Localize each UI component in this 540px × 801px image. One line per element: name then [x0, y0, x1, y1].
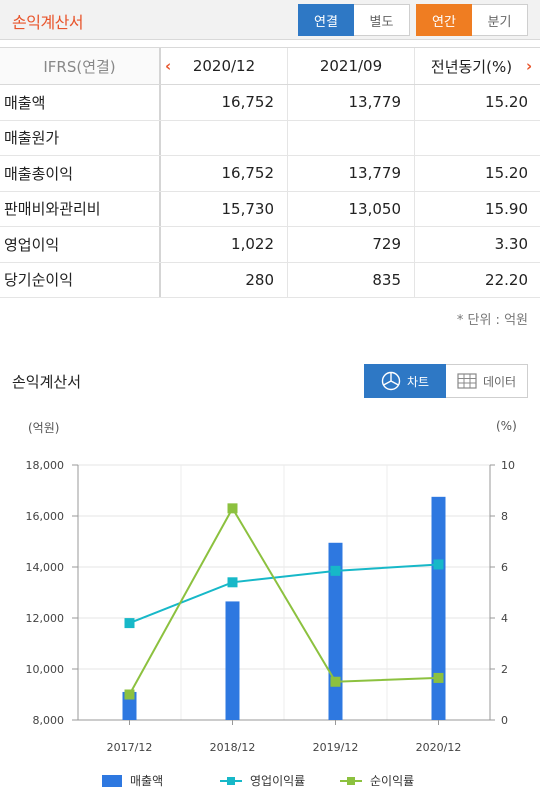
chart-section-title: 손익계산서 [12, 373, 82, 391]
row-label: 판매비와관리비 [0, 191, 161, 226]
legend-item-revenue[interactable]: 매출액 [102, 772, 163, 789]
row-label: 매출총이익 [0, 156, 161, 191]
table-row: 판매비와관리비 15,730 13,050 15.90 [0, 191, 540, 227]
data-view-button[interactable]: 데이터 [446, 364, 528, 398]
corner-label: IFRS(연결) [0, 48, 161, 84]
left-axis-unit: (억원) [28, 421, 60, 435]
table-row: 영업이익 1,022 729 3.30 [0, 227, 540, 263]
table-row: 매출총이익 16,752 13,779 15.20 [0, 156, 540, 192]
table-cell: 835 [288, 262, 415, 297]
annual-button[interactable]: 연간 [416, 4, 472, 36]
income-statement-table: IFRS(연결) 2020/12 2021/09 전년동기(%) ‹ › 매출액… [0, 47, 540, 298]
table-row: 매출액 16,752 13,779 15.20 [0, 85, 540, 121]
table-row: 매출원가 [0, 120, 540, 156]
consolidation-toggle: 연결 별도 [298, 4, 410, 36]
op-margin-point [330, 565, 341, 576]
revenue-bar [225, 601, 240, 720]
legend-item-op-margin[interactable]: 영업이익률 [220, 772, 305, 789]
unit-note: * 단위 : 억원 [456, 313, 528, 328]
y-left-tick-label: 18,000 [26, 459, 65, 472]
table-icon [457, 373, 477, 389]
x-tick-label: 2019/12 [313, 741, 359, 754]
chart-view-label: 차트 [406, 374, 430, 389]
table-cell: 15.90 [485, 199, 528, 218]
table-cell: 16,752 [161, 156, 288, 191]
legend-label: 매출액 [130, 774, 164, 788]
x-tick-label: 2020/12 [416, 741, 462, 754]
income-chart: 8,000 10,000 12,000 14,000 16,000 18,000 0 2 4 6 8… [26, 459, 516, 754]
row-label: 당기순이익 [0, 262, 161, 297]
page-title: 손익계산서 [12, 13, 84, 32]
op-margin-point [433, 559, 444, 570]
table-cell: 13,779 [288, 85, 415, 120]
table-cell: 3.30 [494, 235, 528, 254]
row-label: 매출원가 [0, 120, 161, 155]
table-cell [415, 121, 540, 156]
chevron-right-icon[interactable]: › [526, 57, 533, 75]
table-cell: 1,022 [161, 227, 288, 262]
period-toggle: 연간 분기 [416, 4, 528, 36]
consolidated-button[interactable]: 연결 [298, 4, 354, 36]
net-margin-point [124, 689, 135, 700]
table-header-row: IFRS(연결) 2020/12 2021/09 전년동기(%) ‹ › [0, 47, 540, 85]
table-cell: 15.20 [485, 93, 528, 112]
x-tick-label: 2017/12 [107, 741, 153, 754]
y-right-tick-label: 8 [501, 510, 508, 523]
table-cell: 280 [161, 262, 288, 297]
table-cell [288, 120, 415, 155]
net-margin-point [330, 676, 341, 687]
chevron-left-icon[interactable]: ‹ [165, 57, 172, 75]
net-margin-point [227, 503, 238, 514]
column-header: 2020/12 [161, 48, 288, 84]
data-view-label: 데이터 [482, 374, 517, 389]
column-header-label: 전년동기(%) [430, 57, 513, 76]
legend-label: 영업이익률 [250, 774, 306, 788]
pie-chart-icon [381, 371, 401, 391]
header-bar: 손익계산서 연결 별도 연간 분기 [0, 0, 540, 40]
chart-view-button[interactable]: 차트 [364, 364, 446, 398]
table-row: 당기순이익 280 835 22.20 [0, 262, 540, 298]
op-margin-point [124, 618, 135, 629]
table-cell: 22.20 [485, 270, 528, 289]
right-axis-unit: (%) [496, 419, 517, 433]
y-left-tick-label: 16,000 [26, 510, 65, 523]
row-label: 매출액 [0, 85, 161, 120]
legend-swatch-line [220, 776, 242, 785]
net-margin-point [433, 672, 444, 683]
chart-legend: 매출액 영업이익률 순이익률 [0, 772, 540, 792]
separate-button[interactable]: 별도 [354, 4, 410, 36]
legend-label: 순이익률 [370, 774, 415, 788]
table-cell: 13,050 [288, 191, 415, 226]
y-left-tick-label: 10,000 [26, 663, 65, 676]
legend-swatch-line [340, 776, 362, 785]
table-cell: 15,730 [161, 191, 288, 226]
table-cell [161, 120, 288, 155]
table-cell: 15.20 [485, 164, 528, 183]
y-right-tick-label: 4 [501, 612, 508, 625]
y-left-tick-label: 14,000 [26, 561, 65, 574]
column-header: 2021/09 [288, 48, 415, 84]
view-toggle: 차트 데이터 [364, 364, 528, 398]
y-right-tick-label: 0 [501, 714, 508, 727]
y-left-tick-label: 12,000 [26, 612, 65, 625]
y-right-tick-label: 6 [501, 561, 508, 574]
x-tick-label: 2018/12 [210, 741, 256, 754]
table-cell: 16,752 [161, 85, 288, 120]
quarterly-button[interactable]: 분기 [472, 4, 528, 36]
y-right-tick-label: 10 [501, 459, 515, 472]
y-right-tick-label: 2 [501, 663, 508, 676]
table-cell: 13,779 [288, 156, 415, 191]
table-cell: 729 [288, 227, 415, 262]
op-margin-point [227, 577, 238, 588]
y-left-tick-label: 8,000 [33, 714, 65, 727]
column-header: 전년동기(%) [415, 48, 540, 84]
revenue-bar [431, 496, 446, 720]
net-margin-line [128, 506, 439, 695]
legend-item-net-margin[interactable]: 순이익률 [340, 772, 414, 789]
row-label: 영업이익 [0, 227, 161, 262]
legend-swatch-bar [102, 774, 122, 787]
